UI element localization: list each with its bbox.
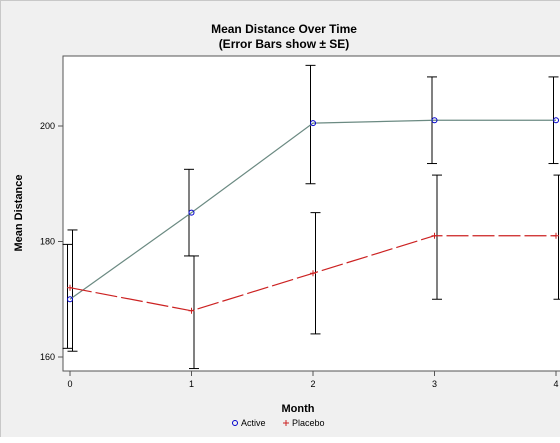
y-tick-label: 180: [40, 237, 55, 247]
x-tick-label: 2: [310, 379, 315, 389]
plot-area: [63, 56, 560, 371]
x-tick-label: 0: [67, 379, 72, 389]
x-tick-label: 3: [432, 379, 437, 389]
legend-label-placebo: Placebo: [292, 418, 325, 428]
chart-subtitle: (Error Bars show ± SE): [219, 37, 350, 51]
chart-title: Mean Distance Over Time: [211, 22, 357, 36]
x-tick-label: 1: [189, 379, 194, 389]
legend-label-active: Active: [241, 418, 266, 428]
legend: Active Placebo: [233, 418, 325, 428]
legend-symbol-active: [233, 421, 238, 426]
x-axis-title: Month: [282, 403, 315, 415]
y-tick-label: 200: [40, 121, 55, 131]
y-tick-label: 160: [40, 352, 55, 362]
x-tick-label: 4: [553, 379, 558, 389]
y-axis-title: Mean Distance: [13, 174, 25, 251]
legend-symbol-placebo: [283, 420, 289, 426]
